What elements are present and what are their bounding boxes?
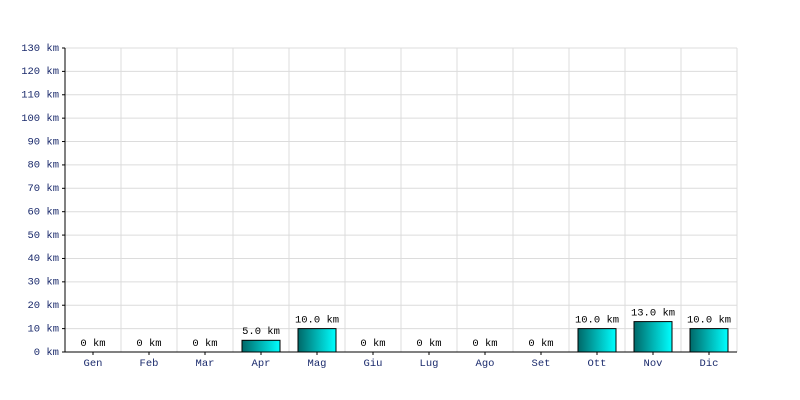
x-tick-label: Nov <box>644 358 663 370</box>
value-label: 0 km <box>472 338 497 350</box>
y-tick-label: 40 km <box>27 253 59 265</box>
value-label: 0 km <box>192 338 217 350</box>
value-label: 10.0 km <box>295 314 339 326</box>
value-label: 5.0 km <box>242 326 280 338</box>
x-tick-label: Giu <box>364 358 383 370</box>
value-label: 0 km <box>136 338 161 350</box>
x-tick-label: Ott <box>588 358 607 370</box>
value-label: 0 km <box>528 338 553 350</box>
bar <box>633 321 673 353</box>
x-tick-label: Set <box>532 358 551 370</box>
value-label: 0 km <box>360 338 385 350</box>
value-label: 0 km <box>80 338 105 350</box>
value-label: 10.0 km <box>575 314 619 326</box>
x-tick-label: Lug <box>420 358 439 370</box>
y-tick-label: 50 km <box>27 230 59 242</box>
y-tick-label: 100 km <box>21 113 59 125</box>
x-tick-label: Gen <box>84 358 103 370</box>
y-tick-label: 130 km <box>21 43 59 55</box>
x-tick-label: Mag <box>308 358 327 370</box>
x-tick-label: Dic <box>700 358 719 370</box>
x-tick-label: Feb <box>140 358 159 370</box>
bar <box>577 328 617 353</box>
y-tick-label: 80 km <box>27 160 59 172</box>
x-tick-label: Apr <box>252 358 271 370</box>
value-label: 0 km <box>416 338 441 350</box>
y-tick-label: 120 km <box>21 66 59 78</box>
value-label: 13.0 km <box>631 307 675 319</box>
x-tick-label: Mar <box>196 358 215 370</box>
y-tick-label: 20 km <box>27 300 59 312</box>
y-tick-label: 70 km <box>27 183 59 195</box>
value-label: 10.0 km <box>687 314 731 326</box>
y-tick-label: 110 km <box>21 90 59 102</box>
x-tick-label: Ago <box>476 358 495 370</box>
y-tick-label: 0 km <box>34 347 59 359</box>
bar <box>297 328 337 353</box>
bar <box>241 339 281 353</box>
y-tick-label: 30 km <box>27 277 59 289</box>
bar <box>689 328 729 353</box>
y-tick-label: 60 km <box>27 206 59 218</box>
y-tick-label: 90 km <box>27 136 59 148</box>
y-tick-label: 10 km <box>27 323 59 335</box>
